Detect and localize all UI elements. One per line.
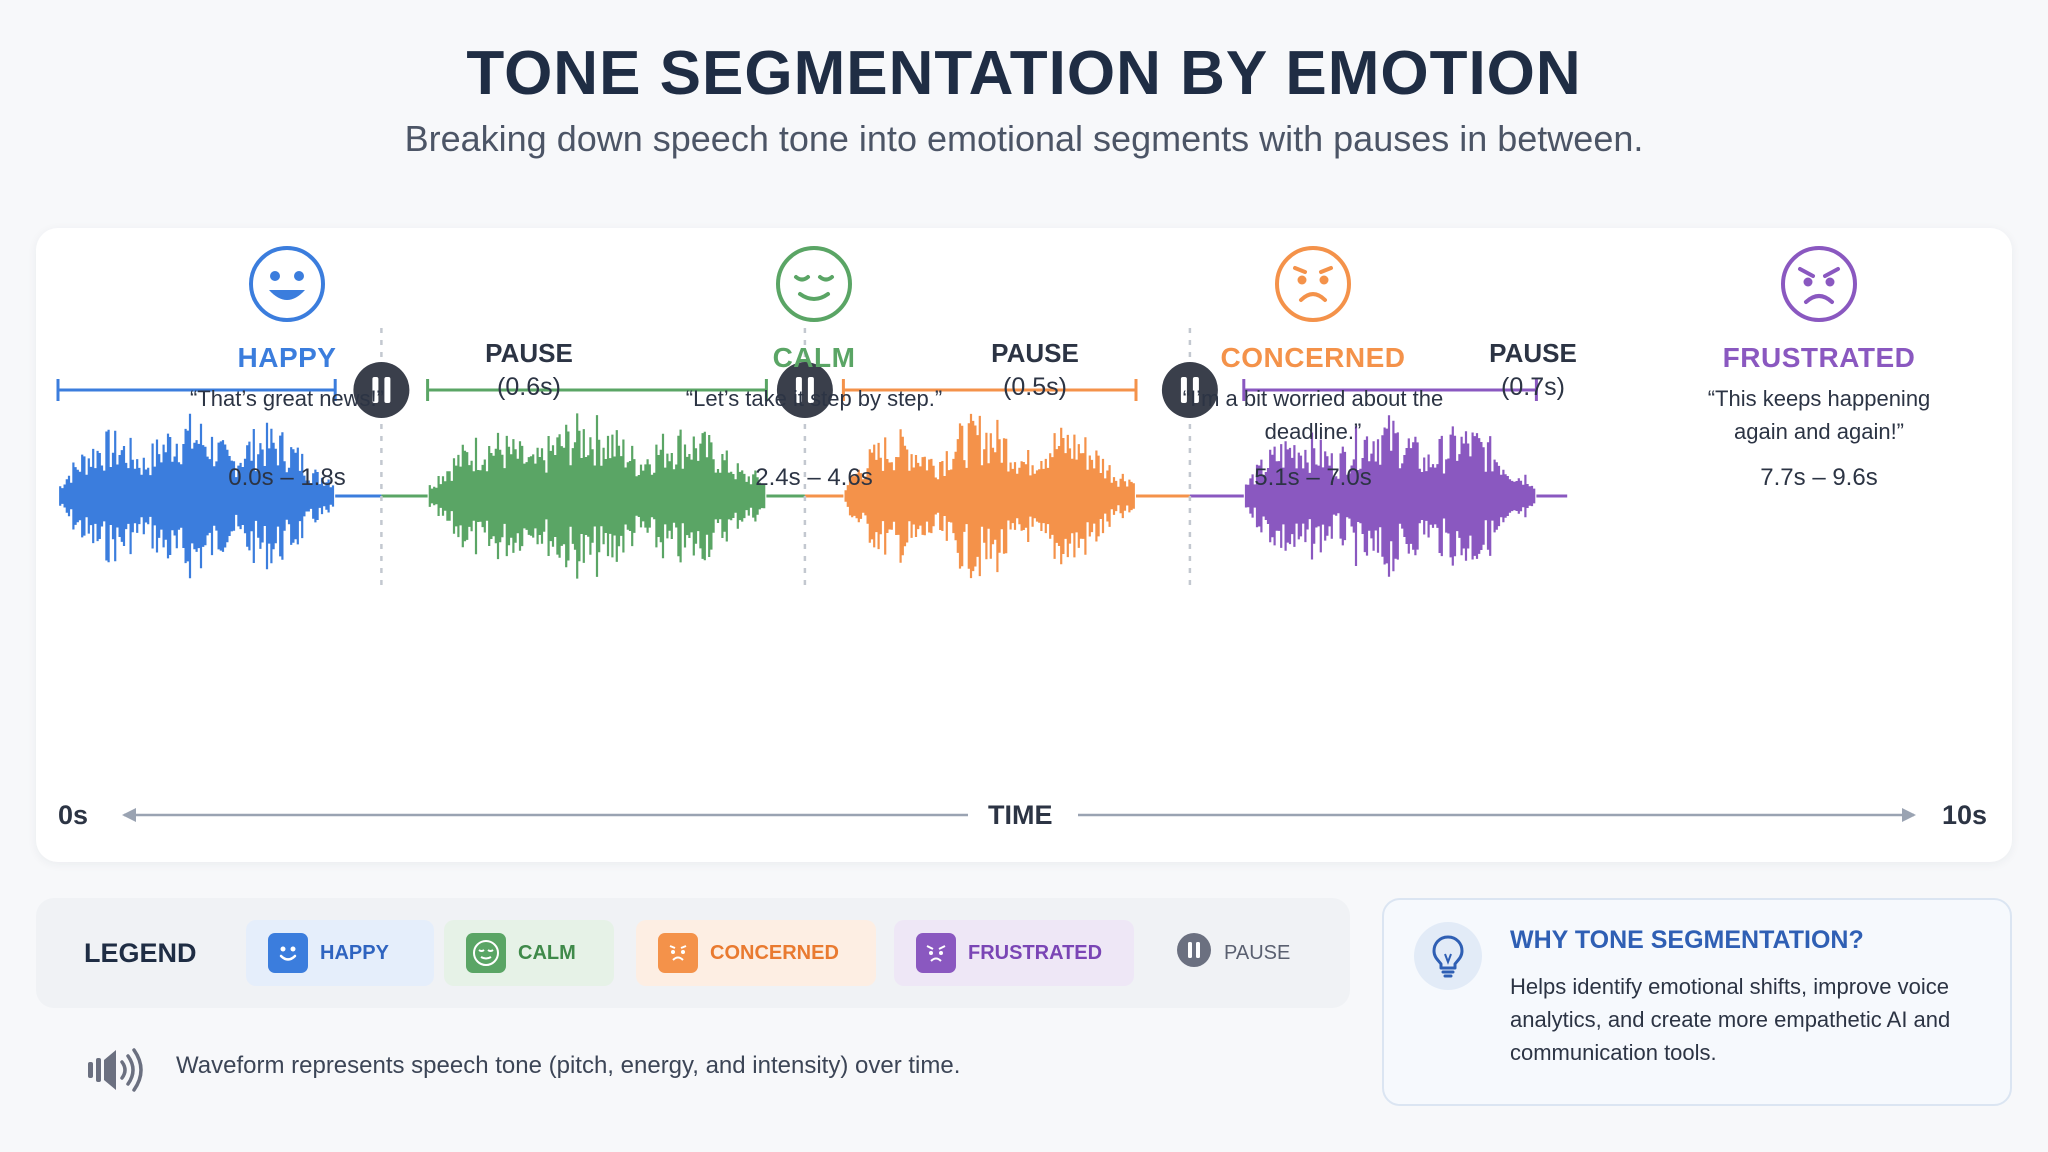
pause-label-3: PAUSE (0.7s)	[1463, 338, 1603, 402]
happy-face-icon	[247, 244, 327, 324]
legend-item-pause: PAUSE	[1154, 920, 1324, 986]
segment-frustrated: FRUSTRATED “This keeps happening again a…	[1589, 244, 2048, 491]
axis-arrow-right-icon	[1902, 808, 1916, 822]
legend: LEGEND HAPPY CALM CONCERNED FRUSTRATED P…	[36, 898, 1350, 1008]
why-title: WHY TONE SEGMENTATION?	[1510, 926, 1864, 954]
segment-quote: “Let’s take it step by step.”	[685, 386, 943, 411]
pause-icon	[353, 362, 410, 418]
why-body: Helps identify emotional shifts, improve…	[1510, 974, 1951, 1065]
pause-icon-bar	[372, 377, 379, 403]
segment-range: 2.4s – 4.6s	[755, 464, 873, 491]
happy-face-icon	[268, 933, 308, 973]
waveform-happy	[59, 413, 335, 579]
footnote: Waveform represents speech tone (pitch, …	[176, 1052, 961, 1079]
segment-range: 0.0s – 1.8s	[228, 464, 346, 491]
lightbulb-icon	[1414, 922, 1482, 990]
pause-title: PAUSE	[991, 338, 1079, 368]
pause-icon-bar	[795, 377, 802, 403]
waveform-concerned	[844, 413, 1135, 579]
pause-icon-bar	[1180, 377, 1187, 403]
segment-calm: CALM “Let’s take it step by step.” 2.4s …	[584, 244, 1044, 491]
axis-title: TIME	[988, 800, 1053, 830]
calm-face-icon	[774, 244, 854, 324]
speaker-sound-icon	[86, 1044, 152, 1101]
segment-range: 5.1s – 7.0s	[1254, 464, 1372, 491]
segment-concerned: CONCERNED “I’m a bit worried about the d…	[1083, 244, 1543, 491]
segment-happy: HAPPY “That’s great news!” 0.0s – 1.8s	[57, 244, 517, 491]
waveform-chart	[56, 328, 1916, 822]
segment-quote: “That’s great news!”	[189, 386, 384, 411]
segment-name: FRUSTRATED	[1722, 342, 1916, 373]
pause-title: PAUSE	[485, 338, 573, 368]
angry-face-icon	[916, 933, 956, 973]
legend-item-concerned: CONCERNED	[636, 920, 876, 986]
legend-title: LEGEND	[84, 938, 197, 968]
page-subtitle: Breaking down speech tone into emotional…	[404, 118, 1644, 159]
pause-title: PAUSE	[1489, 338, 1577, 368]
pause-icon	[1176, 932, 1212, 974]
legend-label: CONCERNED	[710, 941, 839, 964]
segment-quote: “I’m a bit worried about the deadline.”	[1182, 386, 1444, 444]
page-title: TONE SEGMENTATION BY EMOTION	[466, 39, 1582, 108]
axis-end-label: 10s	[1942, 800, 1988, 830]
pause-icon-bar	[384, 377, 391, 403]
segment-range: 7.7s – 9.6s	[1760, 464, 1878, 491]
worried-face-icon	[658, 933, 698, 973]
segment-name: CONCERNED	[1220, 342, 1406, 373]
segment-name: CALM	[772, 342, 856, 373]
pause-label-1: PAUSE (0.6s)	[459, 338, 599, 402]
angry-face-icon	[1779, 244, 1859, 324]
legend-label: FRUSTRATED	[968, 941, 1103, 964]
legend-label: HAPPY	[320, 941, 389, 964]
pause-icon	[1161, 362, 1218, 418]
pause-duration: (0.7s)	[1501, 373, 1565, 401]
legend-item-calm: CALM	[444, 920, 614, 986]
legend-item-frustrated: FRUSTRATED	[894, 920, 1134, 986]
pause-icon-bar	[1192, 377, 1199, 403]
segment-quote: “This keeps happening again and again!”	[1707, 386, 1931, 444]
legend-item-happy: HAPPY	[246, 920, 434, 986]
pause-label-2: PAUSE (0.5s)	[965, 338, 1105, 402]
legend-label: CALM	[518, 941, 576, 964]
pause-duration: (0.6s)	[497, 373, 561, 401]
axis-arrow-left-icon	[122, 808, 136, 822]
legend-label: PAUSE	[1224, 941, 1291, 964]
why-tone-segmentation-panel: WHY TONE SEGMENTATION? Helps identify em…	[1382, 898, 2012, 1106]
worried-face-icon	[1273, 244, 1353, 324]
pause-icon-bar	[807, 377, 814, 403]
waveform-frustrated	[1244, 415, 1536, 577]
waveform-calm	[428, 413, 766, 579]
calm-face-icon	[466, 933, 506, 973]
segment-name: HAPPY	[237, 342, 337, 373]
pause-icon	[776, 362, 833, 418]
timeline-card: HAPPY “That’s great news!” 0.0s – 1.8s C…	[36, 228, 2012, 862]
axis-start-label: 0s	[58, 800, 89, 830]
pause-duration: (0.5s)	[1003, 373, 1067, 401]
